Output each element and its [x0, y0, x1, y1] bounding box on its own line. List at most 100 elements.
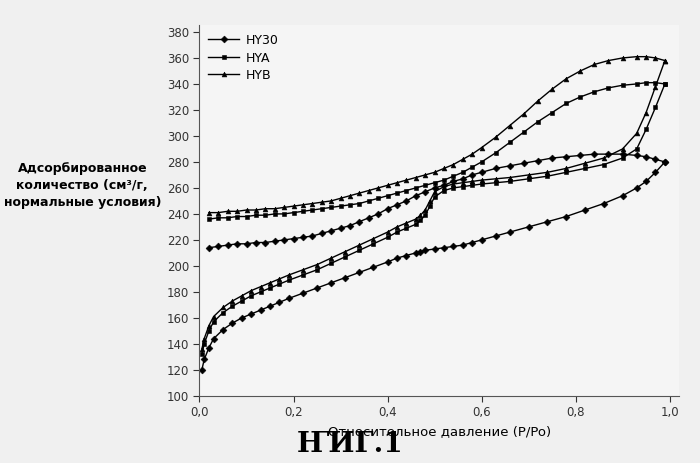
HY30: [299, 290, 307, 296]
HY30: [341, 275, 349, 281]
HYB: [505, 175, 514, 180]
HYB: [581, 161, 589, 166]
HY30: [228, 320, 237, 326]
HYA: [299, 272, 307, 278]
HYB: [204, 323, 213, 328]
HYB: [228, 298, 237, 304]
HYA: [200, 341, 209, 347]
HYA: [505, 179, 514, 184]
HYB: [412, 216, 420, 222]
HYA: [355, 248, 363, 253]
HYA: [426, 203, 434, 209]
Line: HY30: HY30: [199, 159, 667, 372]
HYA: [661, 81, 669, 87]
HYA: [384, 235, 392, 240]
HY30: [393, 255, 401, 261]
HY30: [491, 233, 500, 239]
HYB: [618, 146, 626, 152]
HYA: [228, 303, 237, 309]
HYB: [458, 180, 467, 186]
HYA: [313, 267, 321, 273]
HYB: [355, 242, 363, 248]
HYB: [393, 224, 401, 230]
Legend: HY30, HYA, HYB: HY30, HYA, HYB: [206, 31, 281, 84]
HY30: [430, 246, 439, 252]
HYB: [449, 181, 458, 187]
HYA: [491, 180, 500, 186]
HYA: [209, 319, 218, 325]
HYA: [642, 127, 650, 132]
HY30: [421, 248, 429, 253]
HYA: [524, 176, 533, 181]
HYA: [430, 194, 439, 200]
HY30: [449, 244, 458, 249]
HYB: [491, 176, 500, 181]
HYB: [651, 84, 659, 89]
HYA: [468, 182, 477, 188]
HY30: [355, 269, 363, 275]
HYA: [219, 310, 228, 315]
HY30: [369, 264, 377, 270]
HYA: [341, 254, 349, 260]
HY30: [458, 242, 467, 248]
HYB: [313, 262, 321, 267]
HY30: [562, 214, 570, 219]
HYB: [543, 169, 552, 175]
HYB: [661, 58, 669, 63]
HYB: [219, 305, 228, 310]
Text: Адсорбированное
количество (см³/г,
нормальные условия): Адсорбированное количество (см³/г, норма…: [4, 162, 161, 209]
HY30: [505, 229, 514, 235]
HYB: [642, 110, 650, 115]
HYA: [458, 184, 467, 189]
HYA: [275, 282, 284, 287]
X-axis label: Относительное давление (P/Po): Относительное давление (P/Po): [328, 425, 551, 438]
HYA: [204, 328, 213, 334]
HYB: [468, 179, 477, 184]
HY30: [440, 245, 448, 250]
HYB: [477, 177, 486, 183]
HYA: [416, 218, 425, 223]
Line: HYB: HYB: [199, 58, 667, 351]
HYB: [633, 131, 641, 136]
HYA: [412, 221, 420, 227]
HY30: [200, 357, 209, 362]
HYB: [416, 213, 425, 218]
HYA: [285, 277, 293, 283]
HYA: [543, 174, 552, 179]
HY30: [237, 315, 246, 321]
HY30: [642, 179, 650, 184]
HYA: [266, 285, 274, 291]
HYA: [581, 166, 589, 171]
HYB: [562, 166, 570, 171]
HYA: [393, 229, 401, 235]
HYB: [384, 229, 392, 235]
HYA: [256, 289, 265, 294]
HYB: [209, 314, 218, 319]
HYB: [266, 280, 274, 286]
HY30: [543, 219, 552, 225]
HYA: [618, 155, 626, 161]
HYA: [247, 293, 256, 299]
HY30: [266, 303, 274, 309]
HYB: [327, 255, 335, 261]
HYA: [477, 181, 486, 187]
HY30: [327, 280, 335, 286]
HY30: [618, 193, 626, 199]
HY30: [256, 307, 265, 313]
HY30: [197, 367, 206, 373]
HYA: [562, 169, 570, 175]
HYA: [327, 261, 335, 266]
HYB: [341, 249, 349, 254]
HY30: [600, 201, 608, 206]
HYB: [275, 276, 284, 282]
HY30: [247, 311, 256, 317]
HY30: [285, 295, 293, 301]
HYA: [449, 185, 458, 191]
HYB: [402, 220, 410, 226]
HY30: [412, 250, 420, 256]
HY30: [209, 336, 218, 341]
HYA: [402, 225, 410, 231]
HY30: [219, 327, 228, 332]
HY30: [651, 169, 659, 175]
HY30: [661, 159, 669, 165]
